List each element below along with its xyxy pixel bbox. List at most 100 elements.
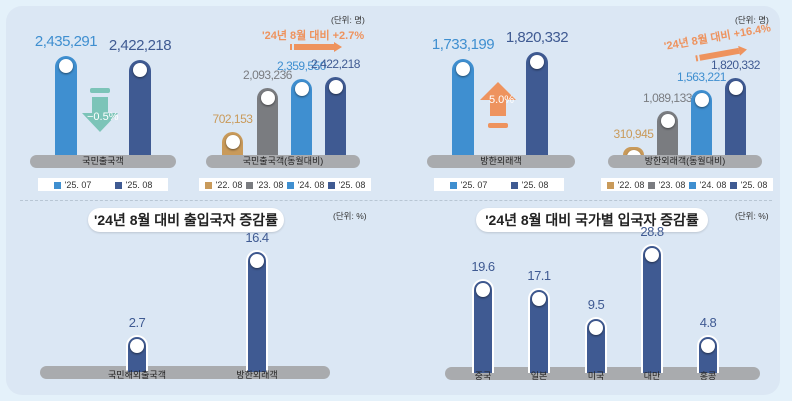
legend-swatch: [53, 181, 61, 189]
bar-marker-dot: [645, 247, 659, 262]
change-label: 5.0%: [489, 94, 515, 106]
category-label: 국민해외출국객: [108, 370, 166, 380]
category-label: 방한외래객: [427, 155, 575, 168]
legend-text: '25. 08: [740, 179, 768, 190]
value-label: 310,945: [613, 126, 654, 141]
up-arrow-icon: [478, 82, 518, 130]
bar-c3-1: [526, 51, 548, 155]
down-arrow-icon: [80, 88, 120, 136]
legend-swatch: [688, 181, 696, 189]
unit-label: (단위: %): [735, 211, 769, 221]
bar-c5-1: [246, 250, 268, 372]
legend-item: '25. 08: [327, 179, 366, 190]
value-label: 4.8: [699, 314, 717, 330]
bar-marker-dot: [476, 282, 490, 297]
legend-swatch: [327, 181, 335, 189]
value-label: 28.8: [640, 223, 664, 239]
section-divider: [20, 200, 772, 201]
bar-marker-dot: [59, 59, 73, 74]
bar-marker-dot: [250, 254, 264, 269]
legend-item: '25. 08: [114, 179, 153, 190]
legend-text: '25. 08: [338, 179, 366, 190]
legend-item: '25. 07: [53, 179, 92, 190]
bar-marker-dot: [701, 338, 715, 353]
yoy-annotation: '24년 8월 대비 +2.7%: [262, 30, 365, 42]
bar-marker-dot: [456, 61, 470, 76]
category-label: 중국: [474, 371, 492, 381]
legend-swatch: [204, 181, 212, 189]
bar-marker-dot: [260, 90, 275, 105]
value-label: 2,422,218: [311, 57, 360, 72]
chart-baseline: [40, 366, 330, 379]
unit-label: (단위: 명): [331, 15, 365, 25]
bar-marker-dot: [530, 54, 544, 69]
category-label: 대만: [643, 371, 661, 381]
chart-title: '24년 8월 대비 출입국자 증감률: [88, 208, 284, 232]
chart-title: '24년 8월 대비 국가별 입국자 증감률: [476, 208, 708, 232]
legend-text: '22. 08: [617, 179, 645, 190]
legend-swatch: [449, 181, 457, 189]
value-label: 702,153: [212, 111, 253, 126]
legend-text: '25. 07: [64, 179, 92, 190]
bar-marker-dot: [130, 339, 144, 354]
bar-marker-dot: [225, 134, 240, 149]
value-label: 2,422,218: [108, 37, 172, 55]
legend-item: '22. 08: [606, 179, 645, 190]
bar-marker-dot: [728, 81, 743, 96]
right-arrow-icon: [694, 42, 747, 63]
legend-item: '22. 08: [204, 179, 243, 190]
legend-swatch: [729, 181, 737, 189]
value-label: 2,093,236: [243, 67, 292, 82]
value-label: 16.4: [245, 230, 269, 246]
legend-item: '24. 08: [688, 179, 727, 190]
category-label: 홍콩: [699, 371, 717, 381]
bar-c4-3: [725, 78, 746, 155]
legend-item: '25. 08: [510, 179, 549, 190]
value-label: 19.6: [471, 258, 495, 274]
legend-text: '25. 07: [460, 179, 488, 190]
legend-text: '23. 08: [658, 179, 686, 190]
legend: '25. 07 '25. 08: [38, 178, 168, 191]
bar-c6-1: [528, 288, 550, 373]
value-label: 17.1: [527, 268, 551, 284]
legend-swatch: [114, 181, 122, 189]
bar-c4-2: [691, 90, 712, 155]
right-arrow-icon: [290, 39, 342, 52]
bar-c1-1: [129, 60, 151, 155]
bar-c1-0: [55, 56, 77, 155]
category-label: 방한외래객(동월대비): [608, 155, 762, 168]
legend-swatch: [606, 181, 614, 189]
category-label: 미국: [587, 371, 605, 381]
bar-c6-3: [641, 243, 663, 373]
legend-text: '22. 08: [215, 179, 243, 190]
legend-swatch: [647, 181, 655, 189]
bar-c2-3: [325, 77, 346, 155]
bar-marker-dot: [294, 82, 309, 97]
value-label: 1,089,133: [643, 91, 692, 106]
legend-item: '24. 08: [286, 179, 325, 190]
bar-c6-0: [472, 278, 494, 373]
legend-swatch: [286, 181, 294, 189]
value-label: 1,820,332: [505, 28, 569, 46]
legend-item: '25. 08: [729, 179, 768, 190]
value-label: 2.7: [128, 315, 146, 331]
bar-marker-dot: [660, 114, 675, 129]
legend-swatch: [510, 181, 518, 189]
category-label: 방한외래객: [236, 370, 278, 380]
value-label: 2,435,291: [34, 33, 98, 51]
value-label: 9.5: [587, 296, 605, 312]
legend-text: '25. 08: [521, 179, 549, 190]
legend-text: '24. 08: [297, 179, 325, 190]
legend-swatch: [245, 181, 253, 189]
chart-baseline: [445, 367, 760, 380]
legend-text: '23. 08: [256, 179, 284, 190]
bar-marker-dot: [328, 80, 343, 95]
legend-item: '23. 08: [245, 179, 284, 190]
bar-marker-dot: [532, 292, 546, 307]
legend-item: '23. 08: [647, 179, 686, 190]
unit-label: (단위: %): [333, 211, 367, 221]
legend: '22. 08 '23. 08 '24. 08 '25. 08: [199, 178, 371, 191]
legend-text: '25. 08: [125, 179, 153, 190]
legend: '22. 08 '23. 08 '24. 08 '25. 08: [601, 178, 773, 191]
legend-text: '24. 08: [699, 179, 727, 190]
